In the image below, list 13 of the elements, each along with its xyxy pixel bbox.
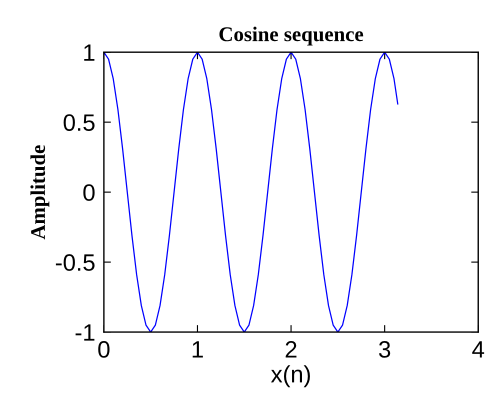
chart-title: Cosine sequence [219, 26, 364, 46]
x-tick-label: 1 [192, 341, 203, 358]
y-tick-label: 0 [83, 184, 95, 201]
y-tick-label: 0.5 [64, 114, 95, 131]
x-tick-label: 3 [378, 341, 390, 358]
y-tick-label: -1 [76, 324, 94, 341]
x-tick-label: 2 [286, 341, 296, 358]
x-tick-label: 4 [472, 341, 484, 358]
x-tick-label: 0 [98, 341, 110, 358]
y-axis-title: Amplitude [30, 145, 50, 240]
y-tick-label: -0.5 [56, 254, 95, 271]
y-tick-label: 1 [84, 44, 94, 61]
x-axis-title: x(n) [270, 365, 310, 388]
